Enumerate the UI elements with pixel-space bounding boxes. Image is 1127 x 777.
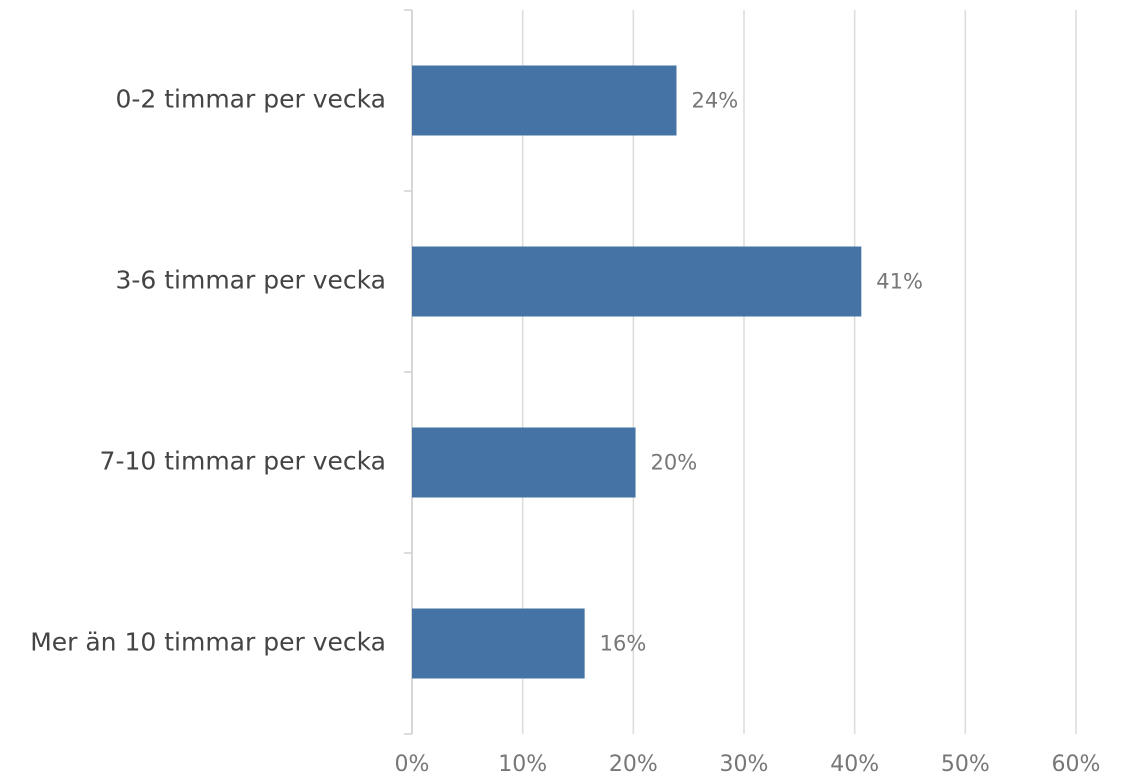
value-label: 41% xyxy=(876,270,923,294)
value-label: 16% xyxy=(600,632,647,656)
y-tick-label: 7-10 timmar per vecka xyxy=(100,447,386,476)
bar xyxy=(412,65,677,136)
value-label: 20% xyxy=(651,451,698,475)
x-tick-label: 30% xyxy=(720,752,769,777)
x-tick-label: 40% xyxy=(830,752,879,777)
value-label: 24% xyxy=(691,89,738,113)
bar xyxy=(412,608,585,679)
x-tick-label: 60% xyxy=(1052,752,1101,777)
y-tick-label: 0-2 timmar per vecka xyxy=(115,85,386,114)
y-tick-label: Mer än 10 timmar per vecka xyxy=(30,628,386,657)
x-tick-label: 0% xyxy=(395,752,430,777)
x-tick-label: 20% xyxy=(609,752,658,777)
y-tick-label: 3-6 timmar per vecka xyxy=(115,266,386,295)
bar xyxy=(412,427,636,498)
x-tick-label: 50% xyxy=(941,752,990,777)
x-tick-label: 10% xyxy=(498,752,547,777)
bar xyxy=(412,246,862,317)
